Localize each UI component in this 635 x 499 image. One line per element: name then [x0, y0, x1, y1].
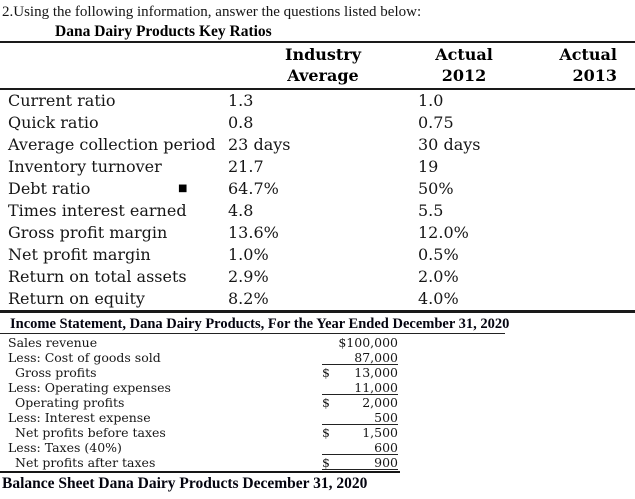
- income-label: Less: Operating expenses: [8, 380, 171, 395]
- table-row: Gross profit margin 13.6% 12.0%: [0, 222, 635, 244]
- table-row: Debt ratio ■ 64.7% 50%: [0, 178, 635, 200]
- ratio-industry-value: 13.6%: [228, 223, 279, 242]
- income-amount: $100,000: [338, 335, 398, 350]
- income-label: Net profits after taxes: [15, 455, 156, 470]
- income-row: Net profits before taxes $1,500: [0, 425, 635, 440]
- ratio-name: Quick ratio: [8, 113, 99, 132]
- ratio-2012-value: 0.75: [418, 113, 454, 132]
- ratio-2012-value: 5.5: [418, 201, 444, 220]
- ratio-name: Gross profit margin: [8, 223, 168, 242]
- ratio-name: Return on total assets: [8, 267, 187, 286]
- ratio-2013-value: [510, 266, 635, 288]
- income-amount: 600: [322, 440, 398, 455]
- ratio-industry-value: 8.2%: [228, 289, 269, 308]
- income-label: Sales revenue: [8, 335, 98, 350]
- income-amount: $900: [322, 455, 398, 470]
- income-label: Less: Cost of goods sold: [8, 350, 161, 365]
- ratio-industry-value: 1.3: [228, 91, 254, 110]
- ratio-2012-value: 1.0: [418, 91, 444, 110]
- table-row: Average collection period 23 days 30 day…: [0, 134, 635, 156]
- income-amount: $13,000: [322, 365, 398, 380]
- income-row: Gross profits $13,000: [0, 365, 635, 380]
- ratio-2012-value: 4.0%: [418, 289, 459, 308]
- income-label: Less: Taxes (40%): [8, 440, 122, 455]
- ratio-2012-value: 2.0%: [418, 267, 459, 286]
- table-row: Times interest earned 4.8 5.5: [0, 200, 635, 222]
- ratio-2012-value: 30 days: [418, 135, 481, 154]
- column-header-actual-2013: Actual 2013: [559, 45, 617, 85]
- table-row: Net profit margin 1.0% 0.5%: [0, 244, 635, 266]
- debt-ratio-square-marker: ■: [178, 183, 188, 194]
- ratio-2013-value: [510, 156, 635, 178]
- income-amount: $2,000: [322, 395, 398, 410]
- ratio-2012-value: 0.5%: [418, 245, 459, 264]
- income-amount: 87,000: [322, 350, 398, 365]
- column-header-actual-2012: Actual 2012: [435, 45, 493, 85]
- table-row: Current ratio 1.3 1.0: [0, 90, 635, 112]
- ratio-industry-value: 1.0%: [228, 245, 269, 264]
- ratios-table-header: Industry Average Actual 2012 Actual 2013: [0, 43, 635, 90]
- income-statement: Sales revenue $100,000 Less: Cost of goo…: [0, 334, 635, 470]
- balance-sheet-title: Balance Sheet Dana Dairy Products Decemb…: [2, 475, 368, 492]
- ratios-table: Industry Average Actual 2012 Actual 2013…: [0, 41, 635, 313]
- table-row: Return on equity 8.2% 4.0%: [0, 288, 635, 310]
- ratio-name: Net profit margin: [8, 245, 151, 264]
- ratios-table-body: Current ratio 1.3 1.0 Quick ratio 0.8 0.…: [0, 90, 635, 310]
- question-text: 2.Using the following information, answe…: [2, 4, 422, 20]
- income-amount: $1,500: [322, 425, 398, 440]
- ratios-table-title: Dana Dairy Products Key Ratios: [55, 23, 272, 40]
- ratio-name: Times interest earned: [8, 201, 187, 220]
- income-row: Less: Taxes (40%) 600: [0, 440, 635, 455]
- income-amount: 500: [322, 410, 398, 425]
- ratio-2012-value: 12.0%: [418, 223, 469, 242]
- table-row: Return on total assets 2.9% 2.0%: [0, 266, 635, 288]
- ratio-industry-value: 21.7: [228, 157, 264, 176]
- ratio-industry-value: 2.9%: [228, 267, 269, 286]
- ratio-2013-value: [510, 200, 635, 222]
- table-row: Inventory turnover 21.7 19: [0, 156, 635, 178]
- ratio-industry-value: 4.8: [228, 201, 254, 220]
- income-row: Sales revenue $100,000: [0, 335, 635, 350]
- ratio-2013-value: [510, 222, 635, 244]
- column-header-industry-average: Industry Average: [284, 45, 362, 85]
- ratio-name: Debt ratio ■: [8, 179, 188, 198]
- ratio-2013-value: [510, 90, 635, 112]
- ratio-2012-value: 50%: [418, 179, 454, 198]
- ratio-2012-value: 19: [418, 157, 439, 176]
- income-row: Less: Interest expense 500: [0, 410, 635, 425]
- income-row: Operating profits $2,000: [0, 395, 635, 410]
- income-label: Gross profits: [15, 365, 97, 380]
- ratio-2013-value: [510, 134, 635, 156]
- section-divider: [0, 471, 400, 473]
- income-amount: 11,000: [322, 380, 398, 395]
- income-label: Operating profits: [15, 395, 125, 410]
- ratio-2013-value: [510, 288, 635, 310]
- income-statement-title: Income Statement, Dana Dairy Products, F…: [0, 316, 509, 334]
- income-label: Net profits before taxes: [15, 425, 166, 440]
- income-label: Less: Interest expense: [8, 410, 151, 425]
- ratio-industry-value: 64.7%: [228, 179, 279, 198]
- ratio-industry-value: 0.8: [228, 113, 254, 132]
- ratio-2013-value: [510, 244, 635, 266]
- ratio-2013-value: [510, 178, 635, 200]
- income-row: Less: Cost of goods sold 87,000: [0, 350, 635, 365]
- ratio-name: Average collection period: [8, 135, 216, 154]
- ratio-industry-value: 23 days: [228, 135, 291, 154]
- column-header-spacer: [0, 44, 228, 86]
- table-row: Quick ratio 0.8 0.75: [0, 112, 635, 134]
- ratio-name: Inventory turnover: [8, 157, 162, 176]
- ratio-name: Current ratio: [8, 91, 116, 110]
- income-row: Less: Operating expenses 11,000: [0, 380, 635, 395]
- ratio-name: Return on equity: [8, 289, 145, 308]
- income-row: Net profits after taxes $900: [0, 455, 635, 470]
- ratio-2013-value: [510, 112, 635, 134]
